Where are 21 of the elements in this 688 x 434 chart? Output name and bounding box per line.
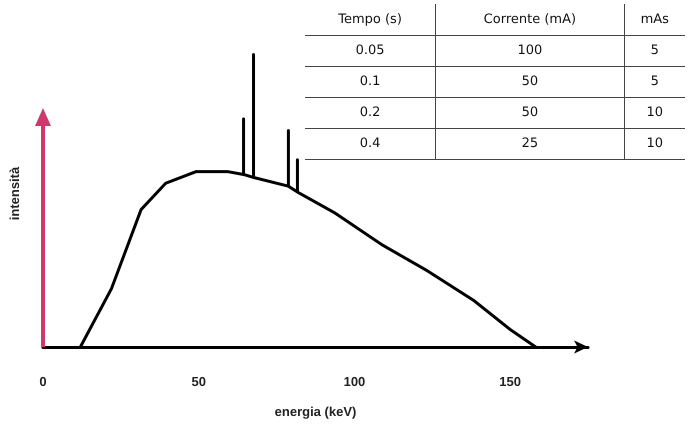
x-tick-label: 50 (191, 374, 206, 389)
text: 0.1 (360, 74, 380, 89)
category-label: Corrente (mA) (436, 4, 624, 35)
x-tick-label: 150 (499, 374, 521, 389)
text: 5 (650, 43, 659, 58)
text: 10 (646, 105, 664, 120)
x-tick-label: 0 (39, 374, 47, 389)
text: 0.2 (360, 105, 380, 120)
text: 0.05 (356, 43, 385, 58)
text: 100 (517, 43, 542, 58)
category-label: mAs (624, 4, 685, 35)
y-axis-title: intensità (7, 166, 22, 220)
text: 5 (650, 74, 659, 89)
text: 25 (522, 136, 538, 151)
text: 50 (522, 105, 538, 120)
x-axis-title: energia (keV) (274, 404, 356, 419)
x-tick-label: 100 (344, 374, 366, 389)
text: 0.4 (360, 136, 380, 151)
category-label: Tempo (s) (305, 4, 436, 35)
text: 10 (646, 136, 664, 151)
text: 50 (522, 74, 538, 89)
